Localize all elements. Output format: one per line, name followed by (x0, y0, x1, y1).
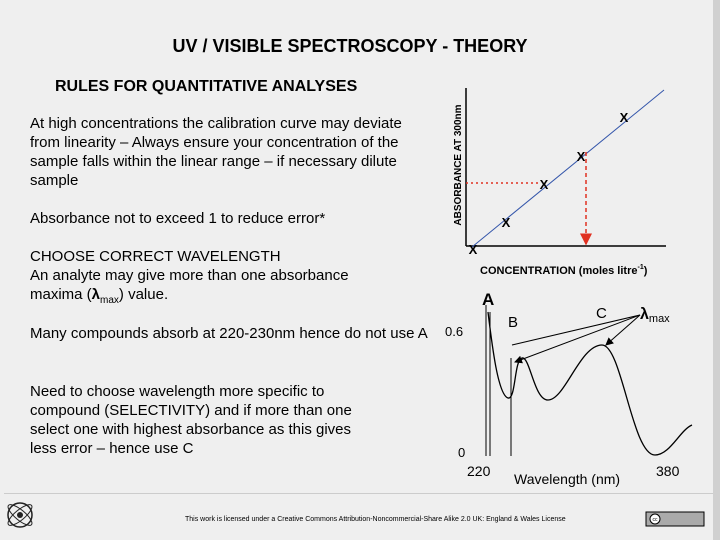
logo (7, 502, 33, 528)
paragraph: An analyte may give more than one absorb… (30, 266, 405, 310)
shadow (713, 0, 720, 540)
text: λ (640, 306, 649, 323)
x-axis-label: CONCENTRATION (moles litre-1) (480, 264, 648, 277)
paragraph: Many compounds absorb at 220-230nm hence… (30, 325, 428, 342)
divider (4, 493, 716, 494)
text: ) value. (118, 286, 169, 303)
text: -1 (637, 264, 643, 271)
paragraph: Absorbance not to exceed 1 to reduce err… (30, 210, 326, 227)
text: ) (644, 265, 648, 277)
text: max (649, 313, 670, 325)
point-marker: X (502, 215, 511, 230)
x-axis-label: Wavelength (nm) (514, 471, 620, 487)
peak-label: B (508, 314, 518, 331)
arrow (514, 314, 641, 364)
arrow (511, 314, 641, 346)
title: UV / VISIBLE SPECTROSCOPY - THEORY (172, 36, 528, 56)
spectrum-curve (487, 311, 693, 456)
fit-line (471, 89, 665, 248)
arrow (605, 314, 641, 346)
peak-label: C (596, 305, 607, 322)
point-marker: X (620, 110, 629, 125)
point-marker: X (577, 149, 586, 164)
lambda-label: λmax (640, 306, 670, 325)
peak-label: A (482, 290, 494, 309)
text: CONCENTRATION (moles litre (480, 265, 637, 277)
paragraph: At high concentrations the calibration c… (30, 115, 402, 189)
y-axis-label: ABSORBANCE AT 300nm (453, 104, 464, 225)
text: An analyte may give more than one absorb… (30, 267, 349, 303)
paragraph: Need to choose wavelength more specific … (30, 383, 352, 457)
subtitle: RULES FOR QUANTITATIVE ANALYSES (55, 78, 358, 95)
badge (645, 511, 705, 527)
badge-icon (649, 513, 661, 525)
tick-label: 0.6 (445, 324, 463, 339)
license: This work is licensed under a Creative C… (185, 516, 566, 523)
point-marker: X (540, 177, 549, 192)
tick-label: 0 (458, 445, 465, 460)
text: max (100, 295, 119, 306)
point-marker: X (469, 242, 478, 257)
tick-label: 380 (656, 463, 680, 479)
text: λ (91, 286, 101, 303)
paragraph: CHOOSE CORRECT WAVELENGTH (30, 248, 281, 265)
badge-text: cc (653, 517, 659, 523)
tick-label: 220 (467, 463, 491, 479)
